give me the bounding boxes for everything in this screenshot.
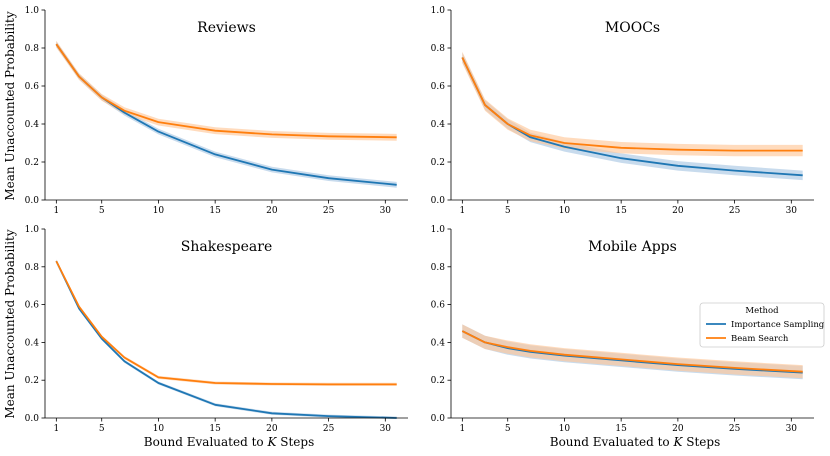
beam-search-band [56, 259, 397, 386]
x-tick-label: 1 [53, 424, 59, 434]
y-tick-label: 0.4 [25, 338, 40, 348]
y-axis-label-top: Mean Unaccounted Probability [3, 11, 17, 201]
x-tick-label: 1 [53, 206, 59, 216]
y-tick-label: 0.0 [25, 414, 40, 424]
y-tick-label: 0.2 [431, 376, 445, 386]
x-tick-label: 1 [459, 424, 465, 434]
beam-search-band [56, 40, 397, 141]
legend-title: Method [745, 306, 779, 316]
x-tick-label: 25 [323, 424, 335, 434]
y-tick-label: 0.0 [25, 196, 40, 206]
beam-search-band [462, 324, 803, 379]
x-tick-label: 5 [99, 206, 105, 216]
panels: 0.00.20.40.60.81.01 5 10 15 20 25 30Reviews0.0… [25, 6, 814, 434]
beam-search-band [462, 51, 803, 157]
y-tick-label: 0.6 [431, 82, 446, 92]
x-tick-label: 30 [786, 424, 798, 434]
legend-label-importance-sampling: Importance Sampling [731, 320, 825, 330]
panel-title: Reviews [197, 20, 256, 36]
x-tick-label: 20 [266, 424, 278, 434]
beam-search-line [461, 57, 803, 152]
x-tick-label: 30 [786, 206, 798, 216]
y-tick-label: 0.6 [25, 82, 40, 92]
x-tick-label: 20 [672, 206, 684, 216]
x-tick-label: 25 [323, 206, 335, 216]
x-tick-label: 30 [380, 206, 392, 216]
legend-label-beam-search: Beam Search [731, 334, 789, 344]
panel-title: Shakespeare [181, 239, 272, 255]
x-tick-label: 25 [729, 424, 741, 434]
y-tick-label: 0.2 [25, 376, 39, 386]
y-tick-label: 0.4 [431, 338, 446, 348]
x-axis-label-left: Bound Evaluated to K Steps [144, 435, 314, 449]
importance-sampling-band [56, 259, 397, 418]
importance-sampling-line [55, 260, 397, 419]
y-tick-label: 1.0 [25, 225, 40, 235]
y-tick-label: 0.8 [431, 263, 446, 273]
y-tick-label: 0.0 [431, 414, 446, 424]
beam-search-line [461, 330, 803, 373]
beam-search-line [55, 43, 397, 139]
x-tick-label: 15 [209, 424, 221, 434]
y-tick-label: 0.4 [431, 120, 446, 130]
panel-3: 0.00.20.40.60.81.01 5 10 15 20 25 30Shakespear… [25, 225, 408, 434]
panel-title: MOOCs [605, 20, 660, 36]
importance-sampling-band [462, 52, 803, 181]
y-axis-label-bottom: Mean Unaccounted Probability [3, 229, 17, 419]
y-tick-label: 1.0 [25, 6, 40, 16]
panel-title: Mobile Apps [588, 239, 677, 255]
legend-frame [699, 302, 825, 348]
beam-search-line [55, 260, 397, 386]
x-tick-label: 10 [153, 206, 165, 216]
y-tick-label: 1.0 [431, 6, 446, 16]
x-tick-label: 25 [729, 206, 741, 216]
x-tick-label: 1 [459, 206, 465, 216]
importance-sampling-band [56, 41, 397, 188]
x-tick-label: 15 [615, 206, 627, 216]
y-tick-label: 0.4 [25, 120, 40, 130]
y-tick-label: 0.2 [431, 158, 445, 168]
x-axis-label-right: Bound Evaluated to K Steps [550, 435, 720, 449]
x-tick-label: 20 [266, 206, 278, 216]
legend: Method Importance Sampling Beam Search [699, 302, 825, 348]
x-tick-label: 5 [505, 206, 511, 216]
y-tick-label: 0.0 [431, 196, 446, 206]
x-tick-label: 5 [99, 424, 105, 434]
x-tick-label: 10 [559, 206, 571, 216]
x-tick-label: 30 [380, 424, 392, 434]
x-tick-label: 5 [505, 424, 511, 434]
y-tick-label: 1.0 [431, 225, 446, 235]
y-tick-label: 0.8 [431, 44, 446, 54]
y-tick-label: 0.8 [25, 44, 40, 54]
importance-sampling-line [55, 43, 397, 186]
y-tick-label: 0.2 [25, 158, 39, 168]
y-tick-label: 0.8 [25, 263, 40, 273]
y-tick-label: 0.6 [25, 301, 40, 311]
y-tick-label: 0.6 [431, 301, 446, 311]
x-tick-label: 20 [672, 424, 684, 434]
x-tick-label: 15 [209, 206, 221, 216]
x-tick-label: 15 [615, 424, 627, 434]
x-tick-label: 10 [559, 424, 571, 434]
x-tick-label: 10 [153, 424, 165, 434]
